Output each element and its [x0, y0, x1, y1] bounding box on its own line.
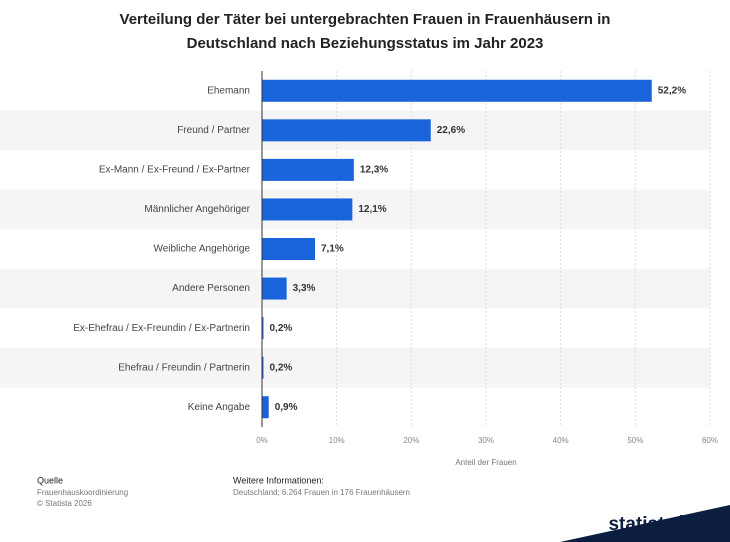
- x-tick-label: 0%: [256, 436, 268, 445]
- x-tick-label: 40%: [553, 436, 569, 445]
- value-label: 0,2%: [269, 362, 292, 373]
- bar: [262, 238, 316, 260]
- x-tick-label: 50%: [627, 436, 643, 445]
- y-tick-label: Ex-Mann / Ex-Freund / Ex-Partner: [99, 165, 251, 176]
- x-axis-label: Anteil der Frauen: [455, 458, 516, 467]
- bar: [262, 317, 264, 340]
- row-band: [0, 268, 710, 309]
- value-label: 12,1%: [358, 204, 386, 215]
- value-label: 0,9%: [275, 402, 298, 413]
- copyright: © Statista 2026: [37, 499, 92, 508]
- bar: [262, 277, 287, 300]
- y-tick-label: Keine Angabe: [188, 402, 251, 413]
- info-heading: Weitere Informationen:: [233, 475, 324, 485]
- value-label: 0,2%: [269, 323, 292, 334]
- y-tick-label: Freund / Partner: [177, 125, 250, 136]
- logo-icon: [680, 515, 700, 535]
- bar: [262, 158, 354, 181]
- x-tick-label: 30%: [478, 436, 494, 445]
- row-band: [0, 347, 710, 388]
- bar: [262, 198, 353, 221]
- value-label: 7,1%: [321, 244, 344, 255]
- y-tick-label: Weibliche Angehörige: [153, 244, 250, 255]
- y-tick-label: Andere Personen: [172, 283, 250, 294]
- value-label: 22,6%: [437, 125, 465, 136]
- y-tick-label: Ex-Ehefrau / Ex-Freundin / Ex-Partnerin: [73, 323, 250, 334]
- value-label: 12,3%: [360, 165, 388, 176]
- bar: [262, 119, 431, 142]
- source: Frauenhauskoordinierung: [37, 488, 128, 497]
- y-tick-label: Ehemann: [207, 85, 250, 96]
- bar: [262, 356, 264, 379]
- info: Deutschland; 6.264 Frauen in 176 Frauenh…: [233, 488, 410, 497]
- x-tick-label: 20%: [403, 436, 419, 445]
- value-label: 3,3%: [293, 283, 316, 294]
- x-tick-label: 10%: [329, 436, 345, 445]
- bar: [262, 396, 269, 419]
- x-tick-label: 60%: [702, 436, 718, 445]
- bar: [262, 79, 652, 102]
- source-heading: Quelle: [37, 475, 63, 485]
- value-label: 52,2%: [658, 85, 686, 96]
- logo: statista: [608, 514, 675, 535]
- y-tick-label: Männlicher Angehöriger: [144, 204, 250, 215]
- y-tick-label: Ehefrau / Freundin / Partnerin: [118, 362, 250, 373]
- chart-title: Verteilung der Täter bei untergebrachten…: [120, 11, 611, 28]
- row-band: [0, 189, 710, 230]
- chart-title: Deutschland nach Beziehungsstatus im Jah…: [187, 35, 544, 52]
